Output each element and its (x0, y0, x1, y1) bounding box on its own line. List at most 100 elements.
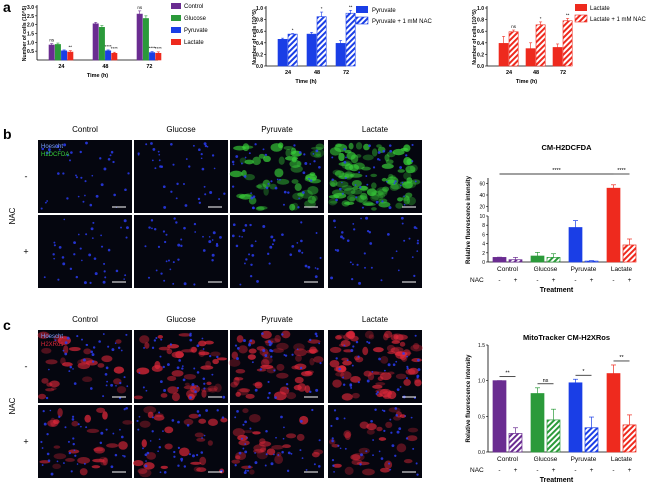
cell-body (210, 351, 221, 357)
bar (149, 52, 156, 61)
nucleus (304, 162, 308, 165)
y-tick-label: 0.5 (27, 49, 34, 55)
nucleus (173, 450, 176, 454)
x-axis-label: Treatment (540, 477, 574, 482)
cell-body (380, 467, 391, 473)
nucleus (160, 272, 163, 275)
stain-label: H2DCFDA (41, 152, 69, 158)
nucleus (125, 226, 129, 230)
nucleus (211, 239, 214, 241)
bar (316, 16, 327, 67)
nucleus (383, 429, 386, 432)
nucleus (383, 409, 386, 413)
cell-body (143, 406, 157, 414)
cell-body (290, 147, 297, 155)
nucleus (166, 363, 170, 366)
nucleus (160, 165, 164, 168)
cell-body (262, 179, 271, 189)
cell-body (92, 458, 105, 463)
nucleus (159, 355, 162, 358)
cell-body (198, 418, 207, 424)
nucleus (411, 256, 414, 258)
nucleus (416, 239, 419, 242)
nucleus (215, 244, 219, 247)
cell-body (385, 421, 393, 429)
nucleus (151, 416, 154, 419)
nucleus (341, 181, 343, 184)
nucleus (405, 437, 409, 440)
cell-body (376, 426, 383, 432)
nucleus (408, 237, 411, 240)
cell-body (344, 201, 355, 206)
cell-body (235, 391, 241, 397)
cell-body (65, 458, 75, 462)
cell-body (289, 203, 296, 211)
nucleus (350, 349, 354, 353)
column-header: Pyruvate (261, 315, 293, 324)
nucleus (183, 465, 187, 468)
nucleus (157, 150, 160, 153)
cell-body (37, 393, 47, 400)
cell-body (350, 189, 363, 195)
nucleus (91, 174, 94, 177)
cell-body (236, 388, 249, 396)
x-tick-label: 24 (58, 64, 65, 70)
nucleus (318, 465, 321, 468)
nac-sign: - (612, 467, 614, 474)
nucleus (264, 153, 268, 157)
nucleus (43, 422, 47, 426)
cell-body (309, 357, 315, 366)
nucleus (48, 368, 50, 371)
nucleus (363, 252, 366, 255)
cell-body (263, 155, 271, 163)
nucleus (342, 376, 345, 379)
micrograph (38, 405, 132, 478)
y-tick-label: 0.5 (478, 414, 485, 420)
nucleus (242, 423, 245, 426)
cell-body (390, 347, 400, 353)
cell-body (366, 429, 375, 435)
nucleus (113, 193, 116, 197)
nucleus (158, 445, 162, 449)
cell-body (60, 357, 66, 365)
nucleus (61, 256, 65, 259)
nucleus (112, 160, 115, 164)
nucleus (198, 201, 202, 205)
nucleus (223, 192, 226, 195)
bar (606, 373, 621, 453)
nac-sign: + (590, 467, 594, 474)
cell-body (137, 468, 148, 474)
nucleus (304, 264, 308, 268)
nucleus (333, 409, 337, 412)
nucleus (400, 216, 404, 220)
cell-body (406, 169, 416, 174)
cell-body (241, 465, 253, 469)
nucleus (369, 242, 373, 245)
cell-body (249, 469, 255, 475)
bar (568, 227, 583, 263)
nucleus (389, 149, 393, 153)
cell-body (158, 346, 171, 351)
cell-body (372, 347, 384, 353)
nucleus (250, 192, 252, 194)
cell-body (375, 382, 386, 386)
bar (492, 380, 507, 453)
chart-c-mitotracker: MitoTracker CM-H2XRos Relative fluorescen… (466, 333, 637, 482)
nucleus (176, 182, 179, 186)
cell-body (157, 334, 164, 339)
nucleus (319, 362, 322, 365)
cell-body (393, 334, 399, 340)
nucleus (69, 267, 73, 271)
nucleus (235, 155, 239, 158)
nucleus (159, 471, 162, 474)
cell-body (217, 357, 228, 361)
nucleus (242, 447, 245, 450)
cell-body (204, 340, 214, 345)
cell-body (377, 193, 386, 199)
y-tick-label: 0.2 (477, 52, 484, 58)
cell-body (340, 339, 351, 347)
cell-body (349, 173, 363, 178)
row-sign: + (23, 437, 28, 447)
legend-swatch (356, 6, 368, 13)
nucleus (251, 361, 254, 364)
